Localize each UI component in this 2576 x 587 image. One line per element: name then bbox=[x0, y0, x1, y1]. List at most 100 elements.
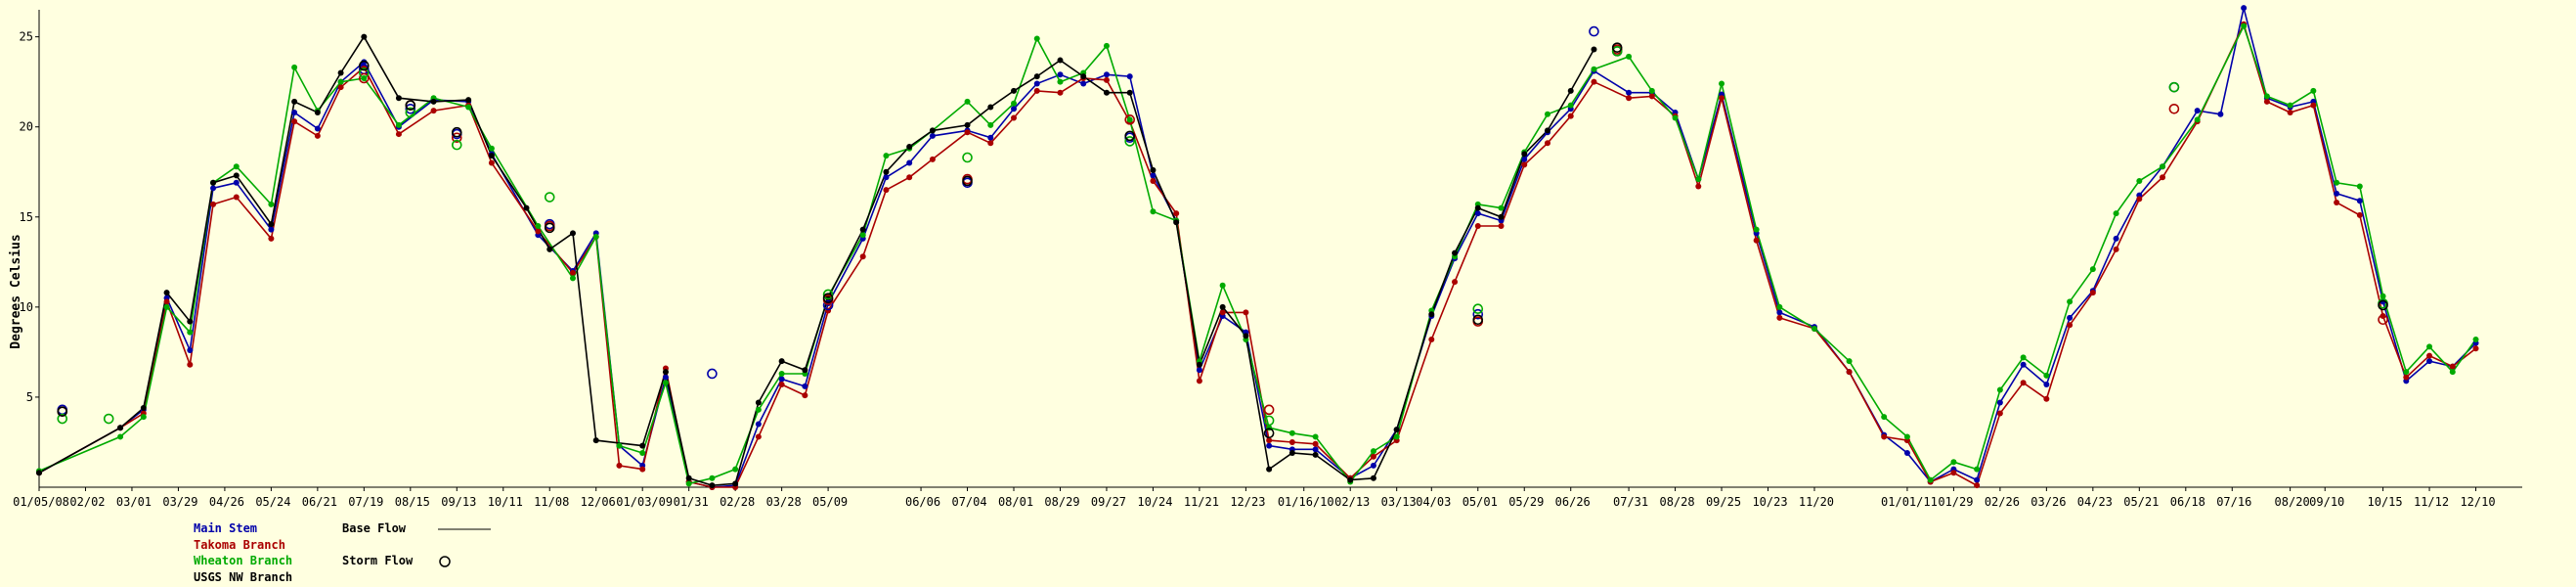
data-point-main-stem bbox=[1996, 399, 2003, 406]
data-point-usgs-nw-branch bbox=[639, 442, 646, 449]
data-point-wheaton-branch bbox=[2426, 343, 2433, 350]
data-point-usgs-nw-branch bbox=[117, 425, 124, 431]
data-point-main-stem bbox=[1266, 442, 1273, 449]
data-point-main-stem bbox=[1312, 446, 1319, 453]
data-point-main-stem bbox=[1370, 462, 1376, 469]
data-point-main-stem bbox=[291, 109, 298, 115]
x-tick-label: 03/26 bbox=[2030, 495, 2066, 509]
storm-flow-point-main-stem bbox=[822, 299, 834, 311]
x-tick-label: 01/03/09 bbox=[616, 495, 673, 509]
data-point-usgs-nw-branch bbox=[1567, 87, 1574, 94]
x-tick-label: 09/27 bbox=[1091, 495, 1126, 509]
data-point-usgs-nw-branch bbox=[1080, 73, 1087, 80]
storm-flow-point-takoma-branch bbox=[359, 72, 370, 84]
data-point-usgs-nw-branch bbox=[802, 367, 808, 374]
data-point-usgs-nw-branch bbox=[1452, 249, 1459, 256]
data-point-takoma-branch bbox=[1452, 279, 1459, 286]
data-point-usgs-nw-branch bbox=[1474, 204, 1481, 211]
data-point-takoma-branch bbox=[2263, 98, 2270, 105]
data-point-takoma-branch bbox=[859, 253, 866, 260]
x-tick-label: 08/28 bbox=[1659, 495, 1694, 509]
data-point-usgs-nw-branch bbox=[685, 474, 692, 481]
data-point-main-stem bbox=[2067, 314, 2074, 321]
data-point-wheaton-branch bbox=[778, 370, 785, 377]
x-tick-label: 04/26 bbox=[209, 495, 244, 509]
x-tick-label: 05/24 bbox=[255, 495, 290, 509]
data-point-wheaton-branch bbox=[291, 64, 298, 70]
data-point-usgs-nw-branch bbox=[1498, 213, 1505, 220]
storm-flow-point-main-stem bbox=[405, 103, 416, 114]
data-point-takoma-branch bbox=[2403, 374, 2410, 381]
data-point-wheaton-branch bbox=[2067, 298, 2074, 305]
storm-flow-point-usgs-nw-branch bbox=[405, 100, 416, 111]
data-point-wheaton-branch bbox=[1881, 414, 1888, 421]
data-point-wheaton-branch bbox=[1103, 42, 1110, 49]
data-point-takoma-branch bbox=[1288, 438, 1295, 445]
data-point-wheaton-branch bbox=[1591, 66, 1597, 72]
data-point-takoma-branch bbox=[2287, 109, 2293, 115]
y-tick-label: 10 bbox=[20, 300, 33, 314]
data-point-takoma-branch bbox=[802, 392, 808, 399]
data-point-wheaton-branch bbox=[140, 414, 147, 421]
data-point-wheaton-branch bbox=[465, 104, 472, 111]
data-point-takoma-branch bbox=[488, 159, 495, 166]
data-point-usgs-nw-branch bbox=[361, 33, 368, 40]
x-tick-label: 01/05/08 bbox=[13, 495, 69, 509]
data-point-wheaton-branch bbox=[709, 474, 716, 481]
storm-flow-point-main-stem bbox=[1472, 308, 1484, 320]
data-point-main-stem bbox=[802, 383, 808, 389]
data-point-wheaton-branch bbox=[2136, 177, 2143, 184]
data-point-takoma-branch bbox=[1243, 309, 1249, 316]
data-point-takoma-branch bbox=[1591, 78, 1597, 85]
x-tick-label: 02/26 bbox=[1985, 495, 2020, 509]
x-tick-label: 08/29 bbox=[1044, 495, 1079, 509]
x-tick-label: 07/19 bbox=[348, 495, 383, 509]
data-point-wheaton-branch bbox=[233, 163, 240, 170]
data-point-wheaton-branch bbox=[2403, 369, 2410, 376]
data-point-wheaton-branch bbox=[268, 201, 275, 207]
x-tick-label: 06/21 bbox=[302, 495, 337, 509]
data-point-takoma-branch bbox=[1719, 95, 1725, 102]
data-point-takoma-branch bbox=[1648, 93, 1655, 100]
series-lines bbox=[38, 7, 2477, 488]
data-point-takoma-branch bbox=[2160, 174, 2166, 181]
data-point-takoma-branch bbox=[210, 201, 217, 207]
data-point-main-stem bbox=[2334, 190, 2340, 197]
data-point-usgs-nw-branch bbox=[1370, 474, 1376, 481]
data-point-usgs-nw-branch bbox=[1266, 466, 1273, 473]
storm-flow-point-usgs-nw-branch bbox=[2378, 299, 2388, 311]
storm-flow-point-takoma-branch bbox=[1263, 404, 1275, 416]
data-point-main-stem bbox=[210, 185, 217, 192]
data-point-takoma-branch bbox=[2136, 196, 2143, 203]
x-tick-label: 10/24 bbox=[1137, 495, 1172, 509]
data-point-takoma-branch bbox=[2089, 290, 2096, 296]
data-point-wheaton-branch bbox=[1996, 386, 2003, 393]
x-tick-label: 01/01/11 bbox=[1881, 495, 1938, 509]
data-point-main-stem bbox=[1033, 80, 1040, 87]
data-point-takoma-branch bbox=[337, 84, 344, 91]
data-point-takoma-branch bbox=[1428, 336, 1435, 342]
storm-flow-point-usgs-nw-branch bbox=[962, 175, 973, 187]
data-point-main-stem bbox=[883, 174, 890, 181]
data-point-usgs-nw-branch bbox=[546, 246, 553, 252]
data-point-wheaton-branch bbox=[1846, 358, 1853, 365]
data-point-wheaton-branch bbox=[1903, 433, 1910, 440]
data-point-main-stem bbox=[1126, 73, 1133, 80]
data-point-main-stem bbox=[314, 125, 321, 132]
data-point-wheaton-branch bbox=[662, 380, 669, 386]
data-point-usgs-nw-branch bbox=[523, 204, 530, 211]
data-point-wheaton-branch bbox=[755, 406, 762, 413]
data-point-wheaton-branch bbox=[1753, 226, 1760, 233]
data-point-takoma-branch bbox=[964, 129, 971, 136]
data-point-main-stem bbox=[1057, 71, 1064, 78]
data-point-takoma-branch bbox=[1498, 222, 1505, 229]
data-point-takoma-branch bbox=[1881, 433, 1888, 440]
data-point-main-stem bbox=[2217, 111, 2224, 117]
data-point-takoma-branch bbox=[1312, 440, 1319, 447]
data-point-wheaton-branch bbox=[2356, 183, 2363, 190]
legend-entry-usgs-nw-branch: USGS NW Branch bbox=[194, 570, 292, 584]
data-point-wheaton-branch bbox=[1498, 204, 1505, 211]
x-tick-label: 10/23 bbox=[1752, 495, 1787, 509]
x-tick-label: 04/23 bbox=[2077, 495, 2113, 509]
